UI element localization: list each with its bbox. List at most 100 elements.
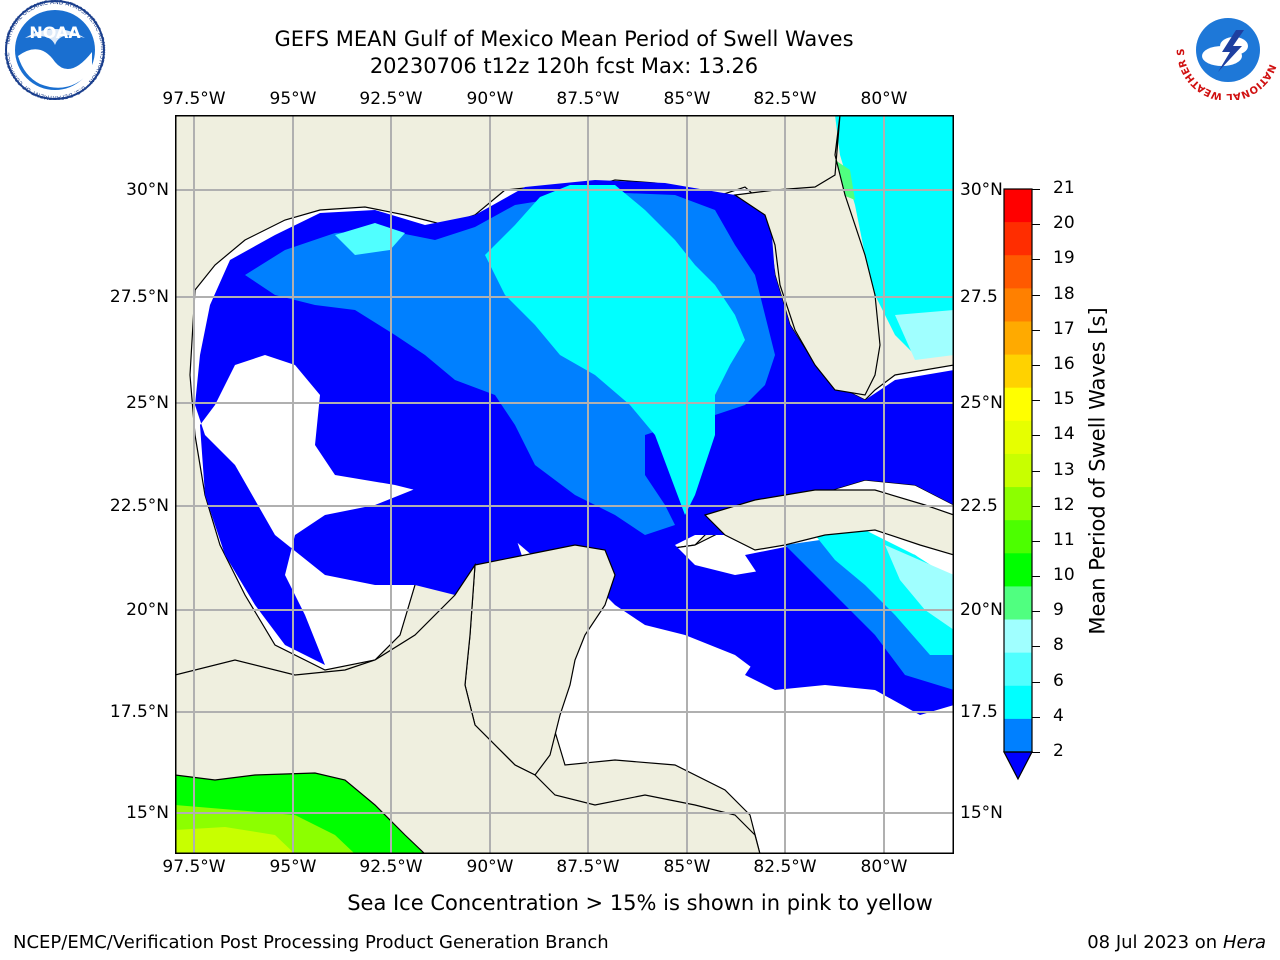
swell-zone-atlantic-light bbox=[895, 310, 954, 360]
land-florida bbox=[733, 115, 881, 396]
colorbar-cells bbox=[1004, 189, 1032, 753]
lon-tick-bottom-3: 92.5°W bbox=[359, 857, 423, 877]
colorbar-cell bbox=[1004, 586, 1032, 621]
colorbar-tick-label: 14 bbox=[1053, 424, 1075, 445]
colorbar-tick-mark bbox=[1032, 224, 1040, 226]
lon-tick-top-2: 95°W bbox=[269, 89, 317, 109]
colorbar-cell bbox=[1004, 255, 1032, 289]
lat-tick-left-7: 15°N bbox=[126, 803, 169, 823]
swell-zone-4-6s bbox=[485, 185, 745, 515]
colorbar-tick-mark bbox=[1032, 259, 1040, 261]
lon-tick-bottom-7: 82.5°W bbox=[753, 857, 817, 877]
colorbar-tick-mark bbox=[1032, 646, 1040, 648]
footer-credit: NCEP/EMC/Verification Post Processing Pr… bbox=[13, 932, 609, 953]
colorbar-cell bbox=[1004, 685, 1032, 720]
lon-tick-bottom-4: 90°W bbox=[466, 857, 514, 877]
colorbar-tick-label: 6 bbox=[1053, 670, 1064, 691]
colorbar-tick-label: 18 bbox=[1053, 283, 1075, 304]
colorbar-tick-mark bbox=[1032, 505, 1040, 507]
colorbar-tick-label: 17 bbox=[1053, 318, 1075, 339]
colorbar-tick-mark bbox=[1032, 716, 1040, 718]
colorbar-cell bbox=[1004, 553, 1032, 587]
colorbar-tick-label: 2 bbox=[1053, 741, 1064, 761]
lat-tick-right-3: 25°N bbox=[960, 393, 1003, 413]
colorbar-cell bbox=[1004, 487, 1032, 521]
lat-tick-left-6: 17.5°N bbox=[109, 702, 169, 722]
colorbar-tick-label: 13 bbox=[1053, 459, 1075, 480]
colorbar-tick-mark bbox=[1032, 294, 1040, 296]
lon-tick-bottom-1: 97.5°W bbox=[162, 857, 226, 877]
lon-tick-bottom-2: 95°W bbox=[269, 857, 317, 877]
lon-tick-bottom-8: 80°W bbox=[860, 857, 908, 877]
colorbar-tick-label: 8 bbox=[1053, 635, 1064, 656]
colorbar-tick-mark bbox=[1032, 681, 1040, 683]
colorbar-tick-mark bbox=[1032, 576, 1040, 578]
colorbar-tick-mark bbox=[1032, 400, 1040, 402]
colorbar-title-wrap: Mean Period of Swell Waves [s] bbox=[1073, 189, 1123, 752]
swell-zone-pacific-yellow bbox=[175, 827, 295, 854]
lon-tick-top-8: 80°W bbox=[860, 89, 908, 109]
colorbar-tick-mark bbox=[1032, 364, 1040, 366]
colorbar-underflow-arrow bbox=[1003, 751, 1033, 781]
swell-zone-caribbean-light bbox=[885, 545, 954, 630]
colorbar-tick-label: 12 bbox=[1053, 494, 1075, 515]
lon-tick-top-6: 85°W bbox=[663, 89, 711, 109]
nws-logo: NATIONAL WEATHER SERVICE bbox=[1176, 0, 1277, 100]
lon-tick-bottom-6: 85°W bbox=[663, 857, 711, 877]
colorbar-tick-label: 21 bbox=[1053, 178, 1075, 198]
colorbar-cell bbox=[1004, 520, 1032, 554]
colorbar-cell bbox=[1004, 288, 1032, 322]
colorbar-cell bbox=[1004, 387, 1032, 422]
colorbar-cell bbox=[1004, 619, 1032, 654]
lat-tick-right-7: 15°N bbox=[960, 803, 1003, 823]
colorbar-tick-mark bbox=[1032, 329, 1040, 331]
lat-tick-right-4: 22.5 bbox=[960, 496, 998, 516]
noaa-logo-text: NOAA bbox=[29, 23, 81, 42]
colorbar-tick-mark bbox=[1032, 540, 1040, 542]
swell-zone-atlantic bbox=[835, 115, 954, 355]
colorbar-cell bbox=[1004, 321, 1032, 356]
colorbar-tick-label: 16 bbox=[1053, 353, 1075, 374]
noaa-logo: NATIONAL OCEANIC AND ATMOSPHERIC ADMINIS… bbox=[4, 0, 106, 100]
colorbar-cell bbox=[1004, 189, 1032, 223]
swell-patch-gulf-north bbox=[335, 223, 405, 255]
colorbar-tick-mark bbox=[1032, 611, 1040, 613]
graticule bbox=[175, 115, 954, 854]
colorbar-tick-label: 20 bbox=[1053, 213, 1075, 234]
footer-date-text: 08 Jul 2023 on bbox=[1087, 932, 1223, 953]
colorbar-tick-mark bbox=[1032, 189, 1040, 190]
lon-tick-top-7: 82.5°W bbox=[753, 89, 817, 109]
lon-tick-top-5: 87.5°W bbox=[556, 89, 620, 109]
colorbar bbox=[1003, 188, 1033, 781]
colorbar-tick-mark bbox=[1032, 470, 1040, 472]
colorbar-cell bbox=[1004, 718, 1032, 753]
map-panel bbox=[175, 115, 954, 854]
lon-tick-top-4: 90°W bbox=[466, 89, 514, 109]
colorbar-cell bbox=[1004, 453, 1032, 488]
colorbar-tick-label: 10 bbox=[1053, 565, 1075, 586]
sea-ice-note: Sea Ice Concentration > 15% is shown in … bbox=[347, 891, 933, 915]
lon-tick-top-3: 92.5°W bbox=[359, 89, 423, 109]
colorbar-tick-label: 11 bbox=[1053, 529, 1075, 550]
lat-tick-right-5: 20°N bbox=[960, 600, 1003, 620]
lon-tick-bottom-5: 87.5°W bbox=[556, 857, 620, 877]
colorbar-tick-mark bbox=[1032, 752, 1040, 753]
lat-tick-right-6: 17.5 bbox=[960, 702, 998, 722]
lon-tick-top-1: 97.5°W bbox=[162, 89, 226, 109]
colorbar-cell bbox=[1004, 354, 1032, 389]
lat-tick-left-5: 20°N bbox=[126, 600, 169, 620]
colorbar-cell bbox=[1004, 652, 1032, 687]
land-central-america bbox=[175, 562, 761, 854]
colorbar-cell bbox=[1004, 420, 1032, 455]
colorbar-tick-mark bbox=[1032, 435, 1040, 437]
lat-tick-right-2: 27.5 bbox=[960, 287, 998, 307]
lat-tick-left-3: 25°N bbox=[126, 393, 169, 413]
footer-host: Hera bbox=[1222, 932, 1266, 953]
lat-tick-left-2: 27.5°N bbox=[109, 287, 169, 307]
lat-tick-right-1: 30°N bbox=[960, 180, 1003, 200]
colorbar-tick-label: 4 bbox=[1053, 705, 1064, 726]
lat-tick-left-1: 30°N bbox=[126, 180, 169, 200]
colorbar-tick-label: 19 bbox=[1053, 248, 1075, 269]
colorbar-cell bbox=[1004, 222, 1032, 256]
colorbar-tick-label: 15 bbox=[1053, 389, 1075, 410]
